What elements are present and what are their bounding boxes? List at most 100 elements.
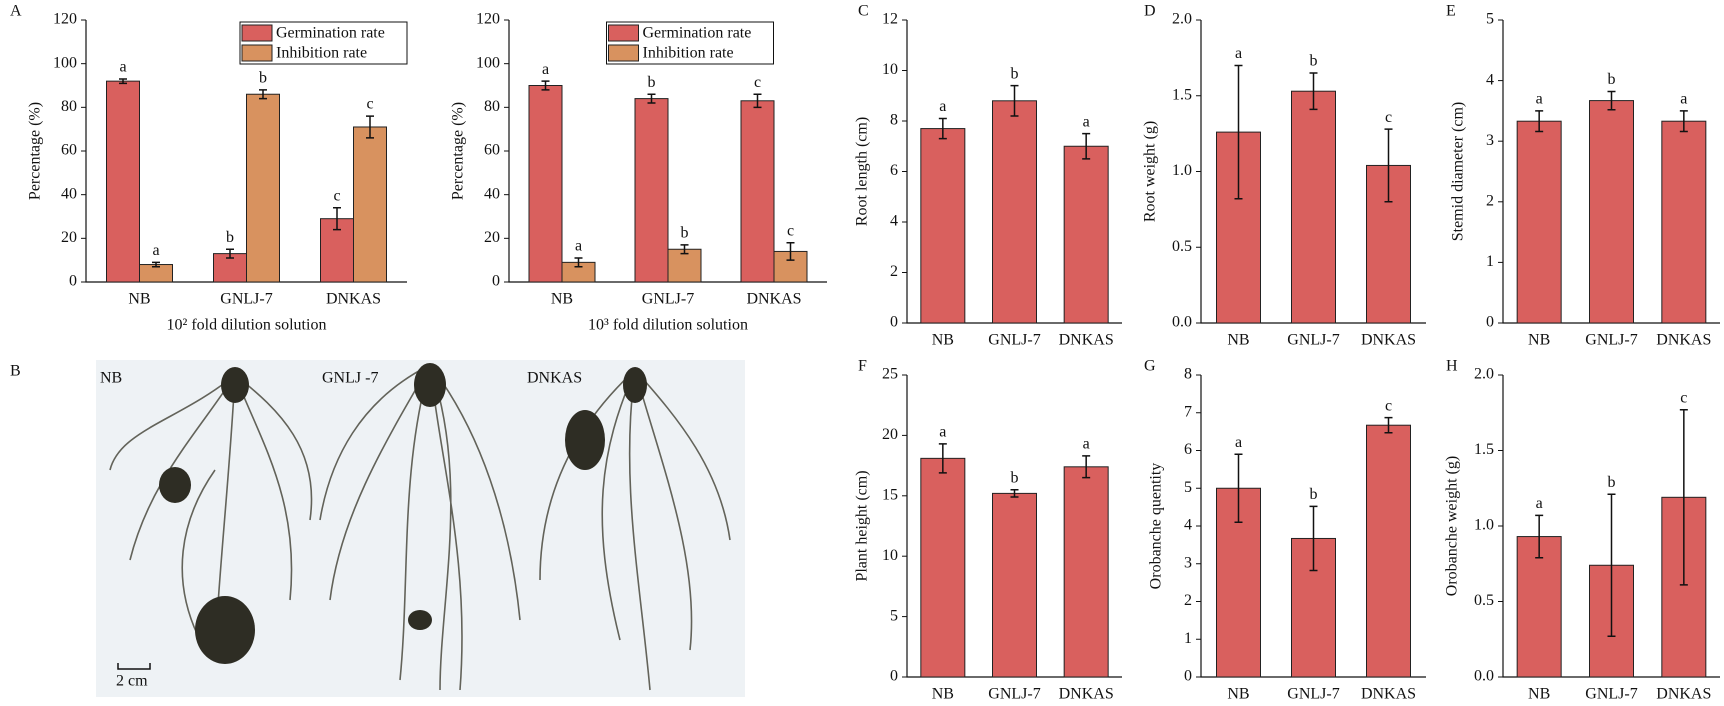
bar xyxy=(353,126,387,283)
y-tick-label: 4 xyxy=(890,213,898,230)
photo-label: DNKAS xyxy=(527,370,582,387)
error-bar xyxy=(152,261,160,268)
x-tick-label: GNLJ-7 xyxy=(1287,332,1339,349)
error-bar xyxy=(1607,90,1616,111)
error-bar xyxy=(753,93,762,109)
significance-letter: a xyxy=(1536,91,1543,108)
root-crowns xyxy=(159,363,647,664)
y-tick-label: 80 xyxy=(484,98,500,115)
x-tick-label: NB xyxy=(128,291,150,308)
x-tick-label: DNKAS xyxy=(1656,686,1711,703)
y-tick-label: 40 xyxy=(61,185,77,202)
error-bar xyxy=(1309,72,1318,111)
significance-letter: c xyxy=(333,187,340,204)
y-tick-label: 20 xyxy=(484,229,500,246)
error-bar xyxy=(541,80,550,91)
significance-letter: b xyxy=(1011,65,1019,82)
x-tick-label: DNKAS xyxy=(1059,686,1114,703)
significance-letter: a xyxy=(152,242,159,259)
y-tick-label: 6 xyxy=(890,162,898,179)
x-axis-label: 10² fold dilution solution xyxy=(167,317,327,334)
scale-bar xyxy=(117,663,151,670)
panel-letter: E xyxy=(1446,3,1456,20)
panel-letter: F xyxy=(858,358,867,375)
error-bar xyxy=(1010,84,1019,117)
significance-letter: a xyxy=(1083,436,1090,453)
x-tick-label: NB xyxy=(932,332,954,349)
y-tick-label: 120 xyxy=(53,11,77,28)
significance-letter: a xyxy=(575,238,582,255)
bar xyxy=(1661,120,1707,324)
significance-letter: b xyxy=(1608,474,1616,491)
y-tick-label: 10 xyxy=(882,61,898,78)
legend-swatch xyxy=(608,24,639,42)
y-axis-label: Percentage (%) xyxy=(27,102,44,200)
y-tick-label: 10 xyxy=(882,547,898,564)
scale-bar-label: 2 cm xyxy=(116,673,148,690)
error-bar xyxy=(1607,493,1616,637)
error-bar xyxy=(333,207,341,231)
error-bar xyxy=(1535,514,1544,559)
y-tick-label: 0.5 xyxy=(1474,592,1494,609)
y-axis-label: Stemid diameter (cm) xyxy=(1450,102,1467,242)
panel-letter: H xyxy=(1446,358,1458,375)
y-tick-label: 5 xyxy=(890,607,898,624)
x-tick-label: GNLJ-7 xyxy=(1287,686,1339,703)
x-tick-label: NB xyxy=(932,686,954,703)
y-axis-label: Root weight (g) xyxy=(1142,121,1159,222)
bar xyxy=(667,248,702,283)
y-tick-label: 1.0 xyxy=(1474,517,1494,534)
y-tick-label: 8 xyxy=(890,112,898,129)
bar xyxy=(1516,120,1562,324)
y-tick-label: 8 xyxy=(1184,366,1192,383)
significance-letter: c xyxy=(1385,109,1392,126)
error-bar xyxy=(1010,489,1019,498)
x-tick-label: NB xyxy=(1528,332,1550,349)
bar xyxy=(1516,536,1562,678)
bar xyxy=(992,492,1037,678)
error-bar xyxy=(938,443,947,474)
x-tick-label: DNKAS xyxy=(1059,332,1114,349)
bar xyxy=(528,85,563,283)
bar xyxy=(740,100,775,283)
bar xyxy=(1063,145,1109,324)
error-bar xyxy=(1234,453,1243,523)
x-tick-label: DNKAS xyxy=(326,291,381,308)
y-tick-label: 80 xyxy=(61,98,77,115)
significance-letter: a xyxy=(939,98,946,115)
y-axis-label: Percentage (%) xyxy=(450,102,467,200)
y-tick-label: 2.0 xyxy=(1474,366,1494,383)
panel-letter: A xyxy=(10,3,22,20)
y-tick-label: 100 xyxy=(476,54,500,71)
photo-label: GNLJ -7 xyxy=(322,370,378,387)
y-tick-label: 6 xyxy=(1184,441,1192,458)
significance-letter: b xyxy=(1310,53,1318,70)
y-tick-label: 0 xyxy=(890,314,898,331)
significance-letter: b xyxy=(681,225,689,242)
y-tick-label: 100 xyxy=(53,54,77,71)
y-tick-label: 1 xyxy=(1486,253,1494,270)
significance-letter: a xyxy=(939,424,946,441)
y-tick-label: 60 xyxy=(484,142,500,159)
photo-panel: B NB GNLJ -7 DNKAS 2 cm xyxy=(10,360,745,697)
y-axis-label: Root length (cm) xyxy=(854,117,871,226)
x-tick-label: GNLJ-7 xyxy=(642,291,694,308)
panel-letter: C xyxy=(858,3,869,20)
significance-letter: b xyxy=(1608,71,1616,88)
error-bar xyxy=(1384,128,1393,203)
significance-letter: c xyxy=(754,74,761,91)
x-tick-label: NB xyxy=(1528,686,1550,703)
error-bar xyxy=(1679,408,1688,586)
significance-letter: c xyxy=(366,96,373,113)
significance-letter: a xyxy=(1083,113,1090,130)
significance-letter: a xyxy=(1235,45,1242,62)
bar xyxy=(246,93,280,283)
y-axis-label: Orobanche quentity xyxy=(1148,463,1165,590)
x-tick-label: DNKAS xyxy=(1361,332,1416,349)
y-tick-label: 1.5 xyxy=(1474,441,1494,458)
y-tick-label: 7 xyxy=(1184,403,1192,420)
legend-swatch xyxy=(241,24,273,42)
y-axis-label: Plant height (cm) xyxy=(854,470,871,581)
significance-letter: c xyxy=(787,222,794,239)
